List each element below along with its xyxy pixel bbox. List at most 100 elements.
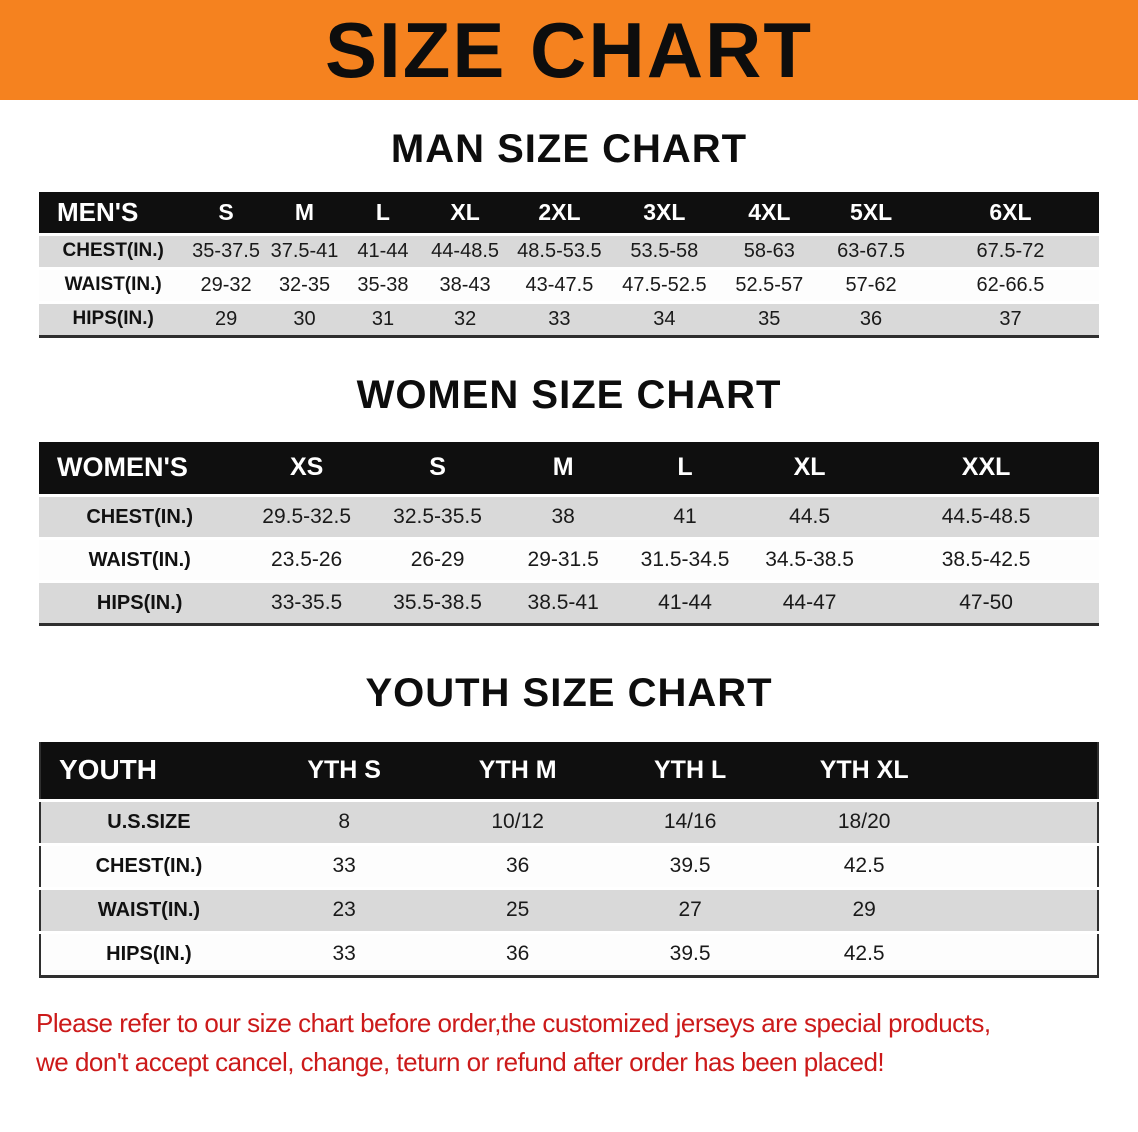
- value-cell: 29: [776, 886, 952, 932]
- page-title: SIZE CHART: [325, 6, 813, 94]
- youth-hips-row: HIPS(IN.) 33 36 39.5 42.5: [40, 930, 1098, 976]
- value-cell: 32: [421, 300, 509, 336]
- value-cell: 43-47.5: [508, 266, 611, 302]
- row-label-cell: WAIST(IN.): [40, 886, 257, 932]
- value-cell: 47.5-52.5: [610, 266, 719, 302]
- value-cell: 37.5-41: [264, 232, 345, 268]
- size-header-cell: 2XL: [508, 192, 611, 234]
- men-hips-row: HIPS(IN.) 29 30 31 32 33 34 35 36 37: [39, 300, 1099, 336]
- women-section: WOMEN SIZE CHART WOMEN'S XS S M L XL XXL: [0, 372, 1138, 626]
- women-table-label: WOMEN'S: [39, 441, 241, 496]
- women-chest-row: CHEST(IN.) 29.5-32.5 32.5-35.5 38 41 44.…: [39, 494, 1099, 539]
- value-cell: 41-44: [344, 232, 422, 268]
- value-cell: 57-62: [820, 266, 922, 302]
- value-cell: 41-44: [624, 580, 746, 625]
- women-waist-row: WAIST(IN.) 23.5-26 26-29 29-31.5 31.5-34…: [39, 537, 1099, 582]
- value-cell: 33-35.5: [240, 580, 373, 625]
- men-chest-row: CHEST(IN.) 35-37.5 37.5-41 41-44 44-48.5…: [39, 232, 1099, 268]
- value-cell: 23: [256, 886, 432, 932]
- value-cell: 63-67.5: [820, 232, 922, 268]
- size-header-cell: XS: [240, 441, 373, 496]
- size-header-cell: 6XL: [921, 192, 1099, 234]
- value-cell: 35.5-38.5: [372, 580, 503, 625]
- value-cell: 67.5-72: [921, 232, 1099, 268]
- value-cell: 26-29: [372, 537, 503, 582]
- value-cell: 35-38: [344, 266, 422, 302]
- value-cell: 23.5-26: [240, 537, 373, 582]
- spacer-cell: [951, 930, 1098, 976]
- youth-table-label: YOUTH: [40, 742, 257, 800]
- value-cell: 34: [610, 300, 719, 336]
- value-cell: 36: [431, 930, 604, 976]
- size-header-cell: L: [344, 192, 422, 234]
- value-cell: 31: [344, 300, 422, 336]
- value-cell: 32.5-35.5: [372, 494, 503, 539]
- row-label-cell: HIPS(IN.): [40, 930, 257, 976]
- size-header-cell: XL: [421, 192, 509, 234]
- value-cell: 18/20: [776, 798, 952, 844]
- value-cell: 29.5-32.5: [240, 494, 373, 539]
- size-header-cell: XXL: [873, 441, 1099, 496]
- row-label-cell: WAIST(IN.): [39, 266, 188, 302]
- size-header-cell: 4XL: [718, 192, 821, 234]
- spacer-cell: [951, 742, 1098, 800]
- men-section-heading: MAN SIZE CHART: [390, 127, 748, 171]
- value-cell: 38: [502, 494, 625, 539]
- spacer-cell: [951, 798, 1098, 844]
- size-header-cell: YTH S: [256, 742, 432, 800]
- value-cell: 32-35: [264, 266, 345, 302]
- value-cell: 35: [718, 300, 821, 336]
- size-header-cell: S: [187, 192, 265, 234]
- value-cell: 48.5-53.5: [508, 232, 611, 268]
- size-header-cell: M: [264, 192, 345, 234]
- men-waist-row: WAIST(IN.) 29-32 32-35 35-38 38-43 43-47…: [39, 266, 1099, 302]
- spacer-cell: [951, 886, 1098, 932]
- row-label-cell: CHEST(IN.): [40, 842, 257, 888]
- youth-header-row: YOUTH YTH S YTH M YTH L YTH XL: [40, 742, 1098, 800]
- youth-chest-row: CHEST(IN.) 33 36 39.5 42.5: [40, 842, 1098, 888]
- value-cell: 8: [256, 798, 432, 844]
- row-label-cell: HIPS(IN.): [39, 300, 188, 336]
- size-header-cell: L: [624, 441, 746, 496]
- women-size-table: WOMEN'S XS S M L XL XXL CHEST(IN.) 29.5-…: [39, 441, 1099, 626]
- size-header-cell: M: [502, 441, 625, 496]
- value-cell: 36: [820, 300, 922, 336]
- size-chart-banner: SIZE CHART: [0, 0, 1138, 100]
- value-cell: 39.5: [603, 842, 777, 888]
- value-cell: 44-47: [745, 580, 874, 625]
- value-cell: 34.5-38.5: [745, 537, 874, 582]
- row-label-cell: HIPS(IN.): [39, 580, 241, 625]
- youth-section-heading: YOUTH SIZE CHART: [365, 671, 773, 715]
- size-chart-page: SIZE CHART MAN SIZE CHART MEN'S S M L XL…: [0, 0, 1138, 1077]
- value-cell: 62-66.5: [921, 266, 1099, 302]
- youth-waist-row: WAIST(IN.) 23 25 27 29: [40, 886, 1098, 932]
- women-hips-row: HIPS(IN.) 33-35.5 35.5-38.5 38.5-41 41-4…: [39, 580, 1099, 625]
- size-header-cell: 5XL: [820, 192, 922, 234]
- value-cell: 27: [603, 886, 777, 932]
- value-cell: 29: [187, 300, 265, 336]
- value-cell: 53.5-58: [610, 232, 719, 268]
- value-cell: 44.5: [745, 494, 874, 539]
- value-cell: 38-43: [421, 266, 509, 302]
- value-cell: 14/16: [603, 798, 777, 844]
- value-cell: 29-32: [187, 266, 265, 302]
- value-cell: 25: [431, 886, 604, 932]
- youth-ussize-row: U.S.SIZE 8 10/12 14/16 18/20: [40, 798, 1098, 844]
- value-cell: 58-63: [718, 232, 821, 268]
- value-cell: 41: [624, 494, 746, 539]
- size-header-cell: XL: [745, 441, 874, 496]
- value-cell: 38.5-41: [502, 580, 625, 625]
- row-label-cell: U.S.SIZE: [40, 798, 257, 844]
- value-cell: 44-48.5: [421, 232, 509, 268]
- youth-section: YOUTH SIZE CHART YOUTH YTH S YTH M YTH L…: [0, 670, 1138, 978]
- value-cell: 37: [921, 300, 1099, 336]
- men-size-table: MEN'S S M L XL 2XL 3XL 4XL 5XL 6XL CHEST…: [39, 192, 1099, 338]
- value-cell: 30: [264, 300, 345, 336]
- spacer-cell: [951, 842, 1098, 888]
- value-cell: 33: [256, 842, 432, 888]
- size-header-cell: S: [372, 441, 503, 496]
- disclaimer-line-1: Please refer to our size chart before or…: [36, 1007, 991, 1038]
- size-header-cell: 3XL: [610, 192, 719, 234]
- women-section-heading: WOMEN SIZE CHART: [356, 372, 782, 417]
- size-header-cell: YTH L: [603, 742, 777, 800]
